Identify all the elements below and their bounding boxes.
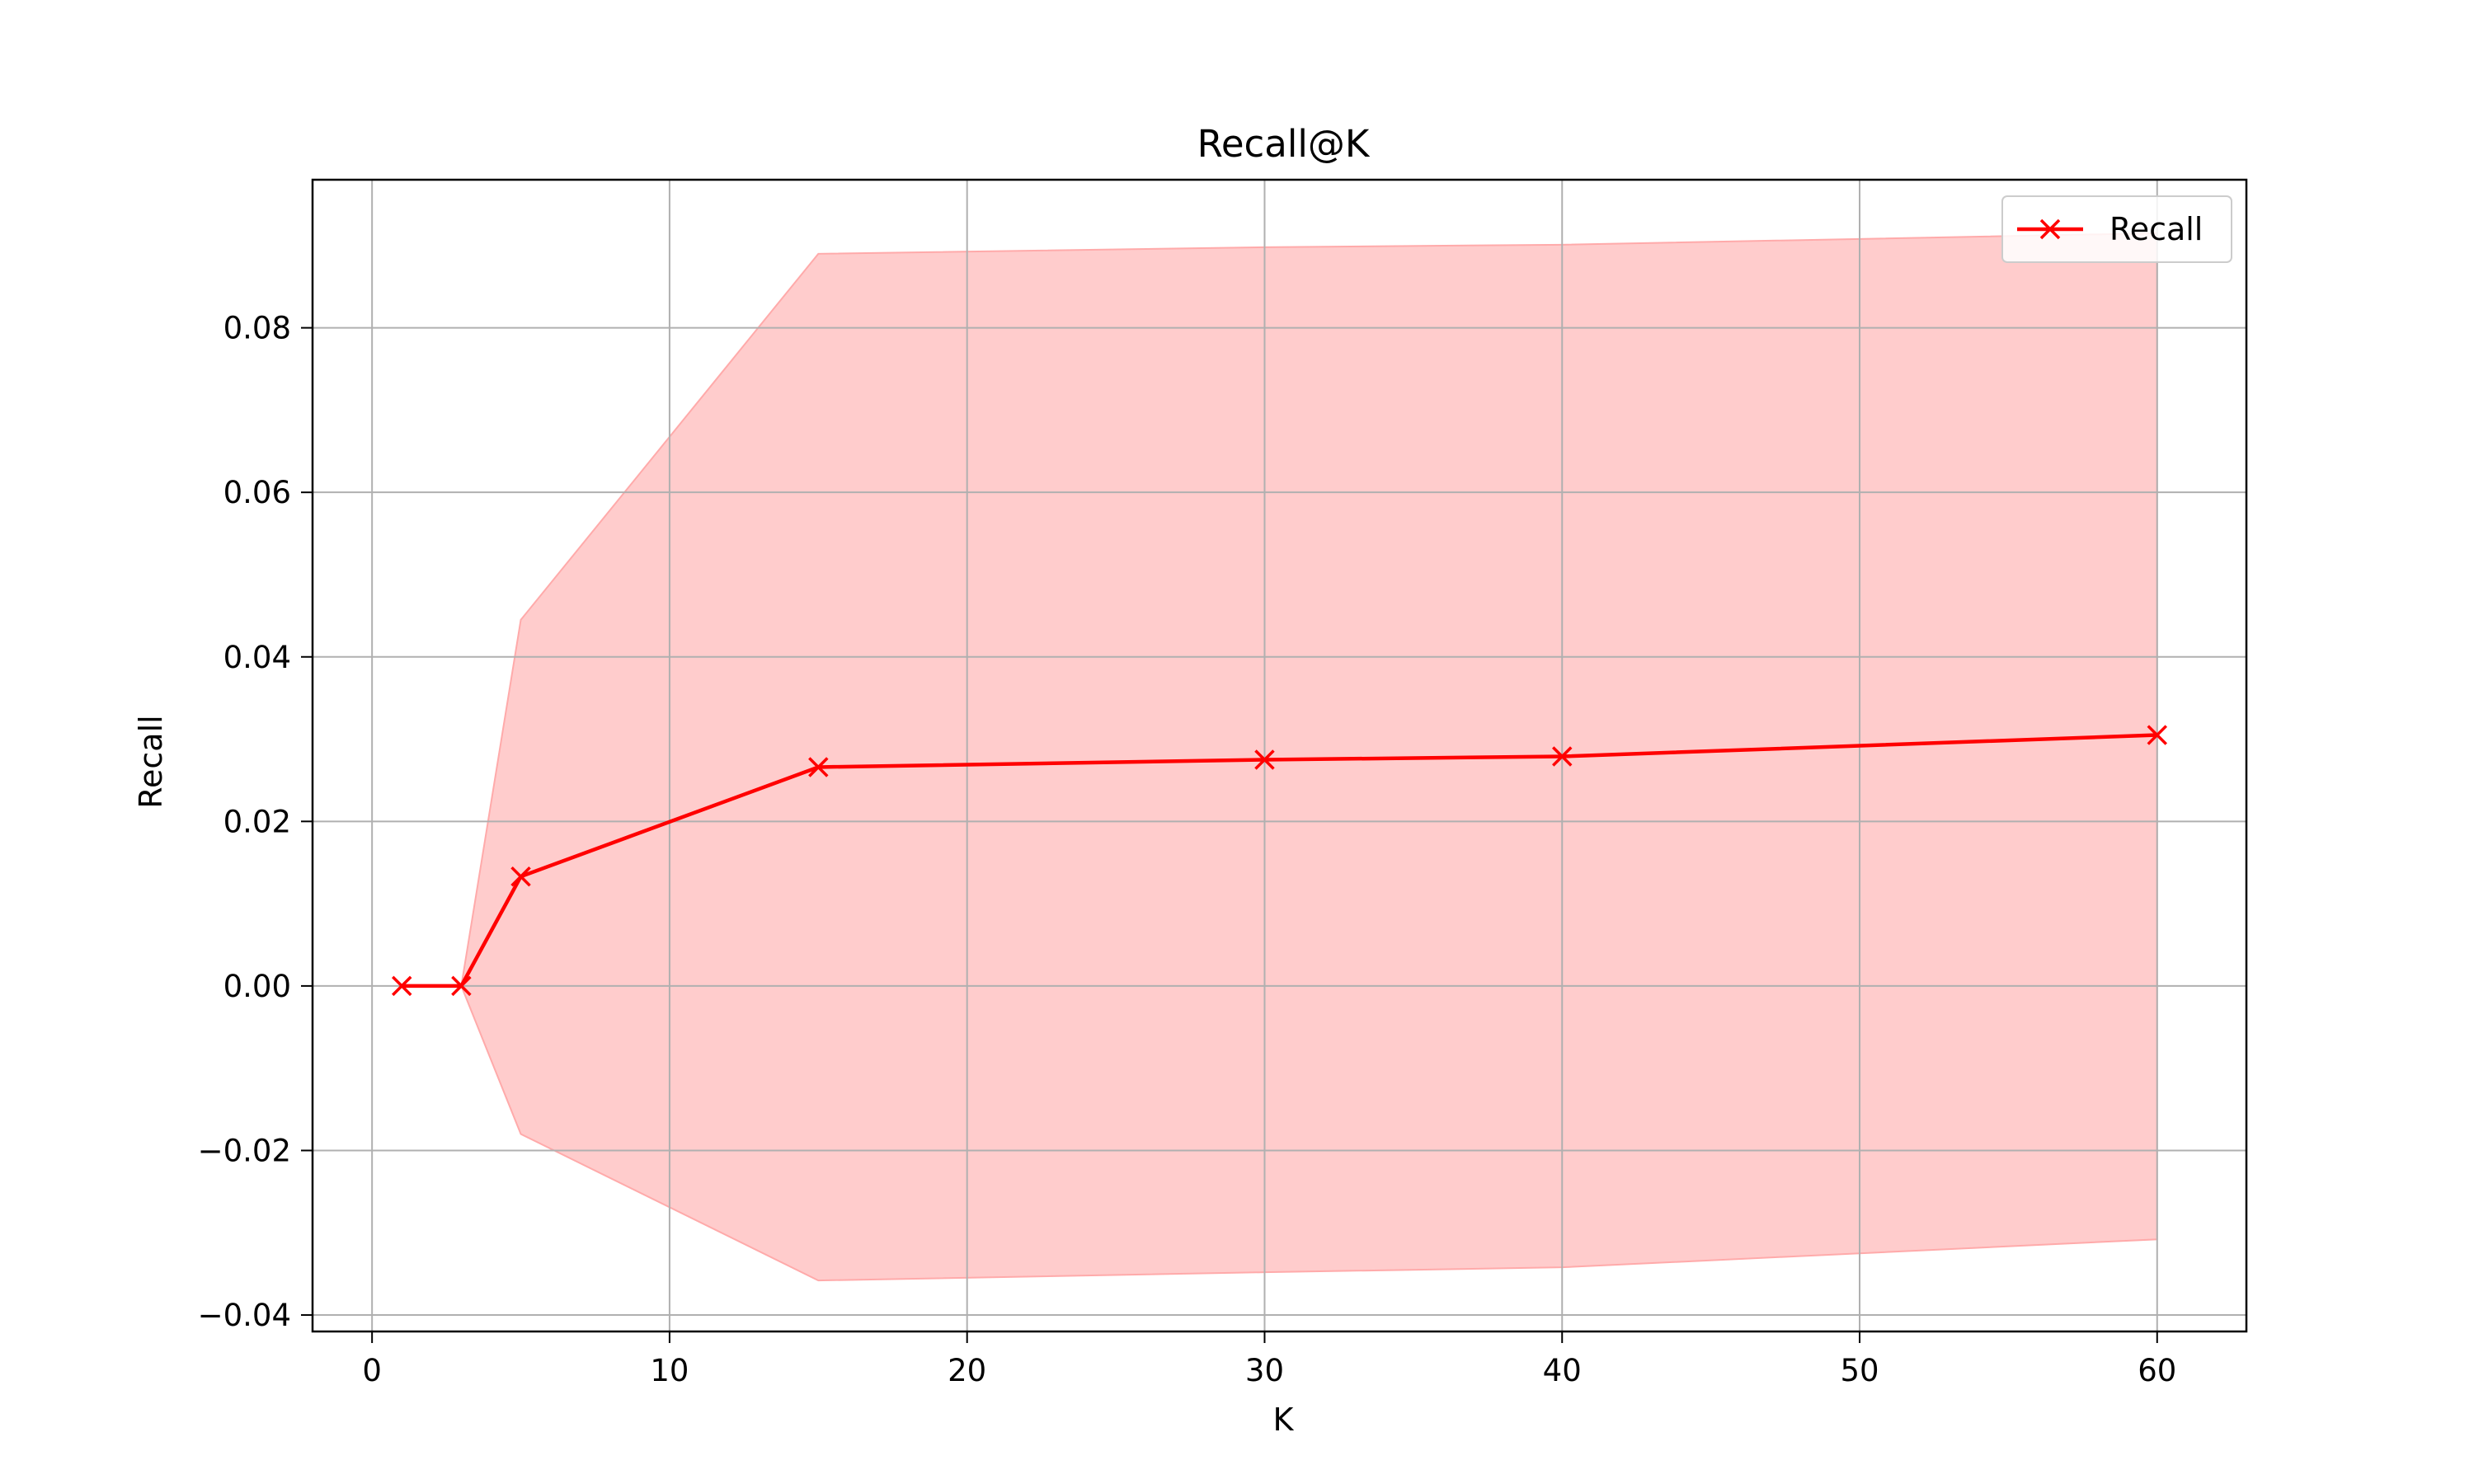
- legend-box: [2001, 195, 2232, 263]
- y-tick-label: 0.02: [223, 804, 291, 839]
- x-axis-label: K: [1273, 1402, 1295, 1438]
- data-point-marker: [808, 757, 829, 777]
- x-tick-label: 50: [1840, 1353, 1879, 1388]
- y-tick-label: 0.00: [223, 969, 291, 1004]
- x-tick-label: 30: [1245, 1353, 1284, 1388]
- y-axis-label: Recall: [133, 715, 169, 808]
- y-tick-label: 0.06: [223, 475, 291, 510]
- data-point-marker: [1551, 746, 1573, 767]
- x-tick-label: 20: [948, 1353, 986, 1388]
- legend-label-recall: Recall: [2109, 211, 2203, 247]
- plot-area: 0 10 20 30 40 50 60 −0.04 −0.02 0.00 0.02 0.04 0.06 0…: [198, 178, 2248, 1388]
- axes-frame: [311, 178, 2248, 1333]
- chart-title: Recall@K: [1197, 122, 1371, 166]
- x-tick-label: 10: [650, 1353, 689, 1388]
- y-tick-label: −0.04: [198, 1298, 291, 1333]
- legend-marker-swatch: [2039, 218, 2061, 240]
- data-point-marker: [2147, 725, 2168, 745]
- data-point-marker: [391, 975, 412, 997]
- data-point-marker: [510, 866, 531, 887]
- y-tick-label: 0.08: [223, 311, 291, 346]
- y-tick-label: −0.02: [198, 1133, 291, 1168]
- x-tick-label: 60: [2138, 1353, 2176, 1388]
- data-point-marker: [1254, 749, 1275, 770]
- y-tick-label: 0.04: [223, 640, 291, 675]
- x-tick-label: 0: [362, 1353, 382, 1388]
- data-point-marker: [451, 975, 472, 997]
- x-tick-label: 40: [1543, 1353, 1582, 1388]
